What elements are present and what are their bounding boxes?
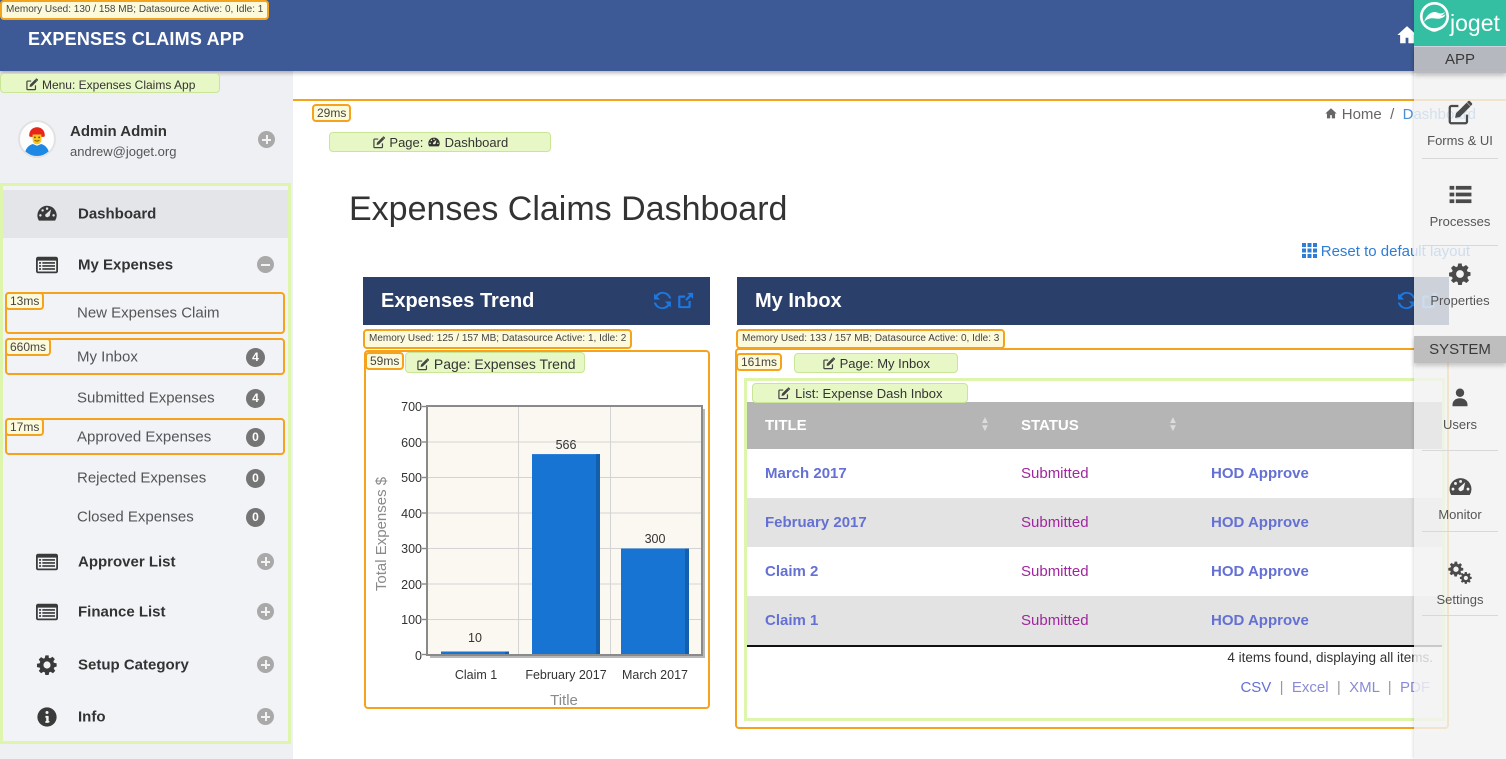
svg-text:566: 566 <box>556 438 577 452</box>
svg-text:February 2017: February 2017 <box>525 668 606 682</box>
svg-text:joget: joget <box>1449 10 1500 36</box>
svg-text:100: 100 <box>401 613 422 627</box>
svg-text:600: 600 <box>401 436 422 450</box>
svg-text:400: 400 <box>401 507 422 521</box>
svg-text:200: 200 <box>401 578 422 592</box>
svg-text:March 2017: March 2017 <box>622 668 688 682</box>
svg-text:300: 300 <box>645 532 666 546</box>
svg-text:Claim 1: Claim 1 <box>455 668 497 682</box>
svg-text:Title: Title <box>550 692 578 709</box>
svg-text:Total Expenses $: Total Expenses $ <box>373 476 390 591</box>
svg-text:10: 10 <box>468 631 482 645</box>
svg-text:500: 500 <box>401 471 422 485</box>
svg-text:0: 0 <box>415 649 422 663</box>
svg-text:700: 700 <box>401 400 422 414</box>
svg-text:300: 300 <box>401 542 422 556</box>
